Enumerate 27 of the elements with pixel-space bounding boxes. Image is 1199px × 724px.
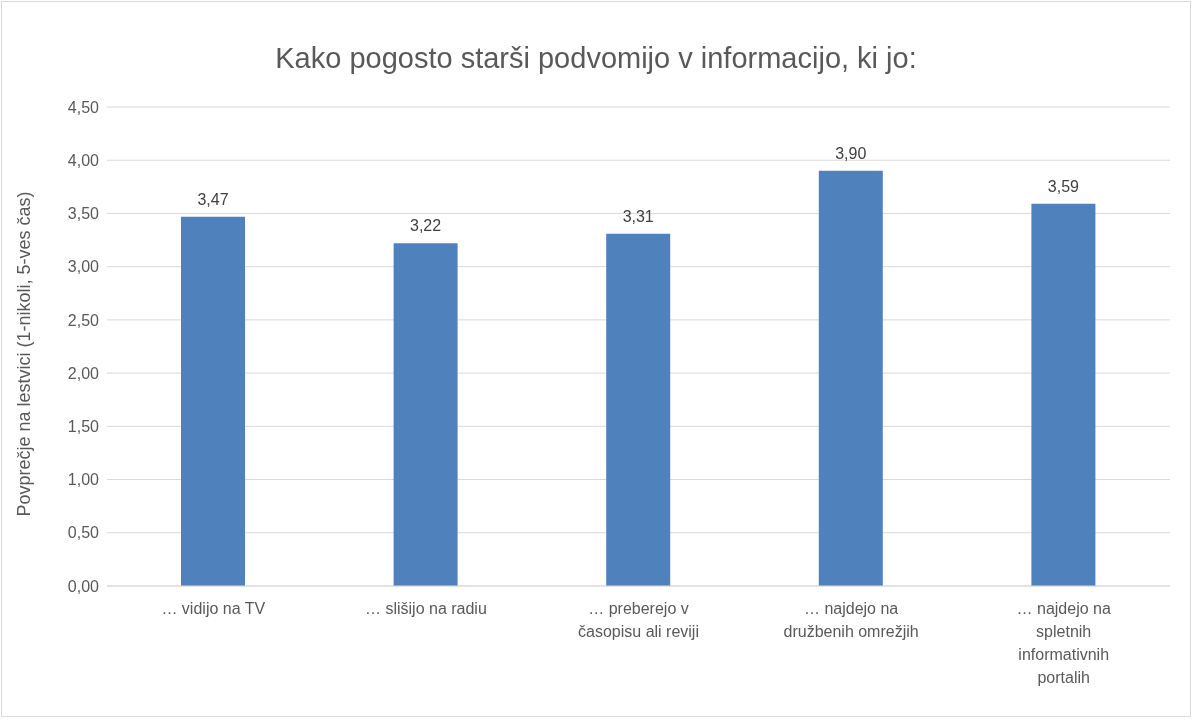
bar xyxy=(181,216,245,586)
y-tick-label: 3,50 xyxy=(67,205,100,223)
x-tick-label: … vidijo na TV xyxy=(161,600,266,617)
chart-title: Kako pogosto starši podvomijo v informacijo, ki jo: xyxy=(274,42,918,75)
y-tick-label: 1,50 xyxy=(67,418,100,436)
y-tick-label: 4,50 xyxy=(67,98,100,116)
y-tick-label: 1,00 xyxy=(67,471,100,489)
data-label: 3,90 xyxy=(835,144,867,162)
x-tick-label: … najdejo na spletnih informativnih portalih xyxy=(1016,600,1111,686)
y-tick-label: 2,00 xyxy=(67,364,100,382)
data-label: 3,59 xyxy=(1047,177,1080,195)
y-tick-label: 0,50 xyxy=(67,524,100,542)
x-tick-label: … preberejo v časopisu ali reviji xyxy=(578,600,699,640)
data-label: 3,22 xyxy=(410,217,442,235)
bar xyxy=(1031,203,1096,586)
y-tick-label: 3,00 xyxy=(67,258,100,276)
bar xyxy=(393,243,458,586)
data-label: 3,31 xyxy=(622,207,654,225)
bar xyxy=(606,233,671,586)
bar xyxy=(818,170,883,586)
y-axis-title: Povprečje na lestvici (1-nikoli, 5-ves čas) xyxy=(14,191,35,517)
x-tick-label: … najdejo na družbenih omrežjih xyxy=(783,600,919,640)
y-tick-label: 4,00 xyxy=(67,151,100,169)
data-label: 3,47 xyxy=(197,190,229,208)
y-tick-label: 2,50 xyxy=(67,311,100,329)
x-tick-label: … slišijo na radiu xyxy=(364,600,487,617)
y-tick-label: 0,00 xyxy=(67,577,100,595)
